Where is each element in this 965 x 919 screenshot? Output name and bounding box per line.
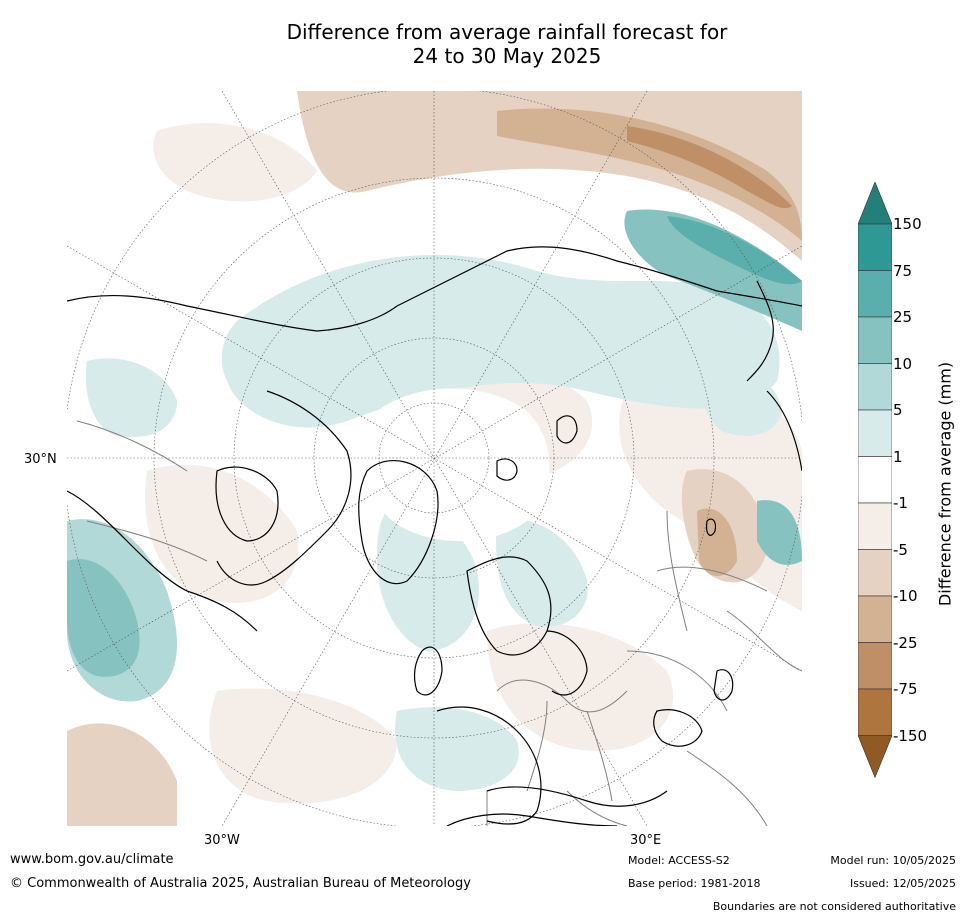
north-africa-coast <box>446 813 618 826</box>
colorbar-tick-label: -10 <box>893 587 918 605</box>
wet-light-arctic <box>221 255 780 428</box>
colorbar-bin <box>858 688 892 736</box>
lon-tick-30e: 30°E <box>630 833 662 848</box>
colorbar-tick-label: 75 <box>893 261 913 280</box>
north-america-coast <box>67 294 398 332</box>
colorbar-tick-label: 150 <box>893 215 922 233</box>
black-sea-coast <box>653 709 703 747</box>
wet-east-asia <box>757 500 802 565</box>
lon-tick-30w: 30°W <box>204 833 240 848</box>
caspian-sea <box>713 669 734 701</box>
wet-mid-north-pacific-left <box>67 559 140 677</box>
wet-light-north-america <box>85 358 177 438</box>
footer-disclaimer: Boundaries are not considered authoritat… <box>712 900 956 913</box>
title-line-1: Difference from average rainfall forecas… <box>286 20 728 44</box>
footer-base-period: Base period: 1981-2018 <box>628 877 761 890</box>
footer-copyright: © Commonwealth of Australia 2025, Austra… <box>10 876 471 891</box>
wet-light-scandinavia <box>496 519 588 627</box>
dry-light-north-america <box>145 464 299 603</box>
wet-light-mediterranean <box>395 707 519 791</box>
footer-url: www.bom.gov.au/climate <box>10 852 174 867</box>
footer-issued: Issued: 12/05/2025 <box>849 877 956 890</box>
hudson-bay <box>215 466 279 542</box>
colorbar-bin <box>858 270 892 318</box>
colorbar-tick-label: -1 <box>893 494 908 512</box>
wet-mid-siberia <box>624 209 802 331</box>
east-asia-coast <box>766 390 802 472</box>
map-title: Difference from average rainfall forecas… <box>180 20 834 68</box>
dry-light-bottom-left <box>67 723 177 826</box>
wet-strong-siberia <box>667 216 802 285</box>
colorbar-bin <box>858 502 892 550</box>
lake-baikal <box>706 518 717 536</box>
colorbar-tick-label: -25 <box>893 633 918 652</box>
canadian-arctic <box>216 390 352 586</box>
mediterranean-coast <box>486 786 668 807</box>
footer-model: Model: ACCESS-S2 <box>628 854 730 867</box>
colorbar-tick-label: 5 <box>893 401 903 419</box>
baltic-coast <box>546 630 588 696</box>
dry-light-atlantic <box>209 688 397 804</box>
graticule <box>67 91 802 826</box>
novaya-zemlya <box>556 415 578 444</box>
wet-light-greenland-sea <box>377 509 479 651</box>
colorbar-tick-label: -5 <box>893 540 908 559</box>
kamchatka <box>746 280 774 382</box>
svalbard <box>496 458 518 481</box>
colorbar <box>858 182 892 779</box>
rainfall-anomaly-shading <box>67 91 802 826</box>
dry-core-pacific <box>497 108 802 241</box>
colorbar-tick-label: 25 <box>893 308 913 326</box>
uk-coast <box>413 646 443 696</box>
north-america-west-coast <box>67 490 258 632</box>
title-line-2: 24 to 30 May 2025 <box>412 44 602 68</box>
lat-tick-30n: 30°N <box>24 452 57 467</box>
footer-model-run: Model run: 10/05/2025 <box>830 854 956 867</box>
colorbar-tick-label: -150 <box>893 726 928 745</box>
siberian-coast <box>396 246 802 307</box>
colorbar-bin <box>858 549 892 597</box>
colorbar-bin <box>858 409 892 457</box>
dry-light-top-left <box>153 123 317 202</box>
colorbar-bin <box>858 642 892 690</box>
europe-mainland-coast <box>436 706 542 825</box>
coastlines <box>67 246 802 826</box>
colorbar-tick-label: 1 <box>893 447 903 466</box>
colorbar-bin <box>858 363 892 411</box>
colorbar-bin <box>858 316 892 364</box>
map-svg <box>67 91 802 826</box>
colorbar-extend-bottom <box>858 735 892 779</box>
colorbar-bin <box>858 456 892 504</box>
colorbar-tick-label: 10 <box>893 354 913 373</box>
colorbar-extend-top <box>858 182 892 225</box>
colorbar-bin <box>858 223 892 271</box>
colorbar-label: Difference from average (mm) <box>935 361 955 607</box>
arctic-white-cap <box>364 388 550 542</box>
colorbar-bin <box>858 595 892 643</box>
map-panel <box>67 91 802 826</box>
colorbar-tick-label: -75 <box>893 680 918 698</box>
dry-peak-pacific <box>627 126 792 209</box>
wet-light-east-siberia <box>702 368 782 436</box>
greenland-coast <box>358 460 439 585</box>
